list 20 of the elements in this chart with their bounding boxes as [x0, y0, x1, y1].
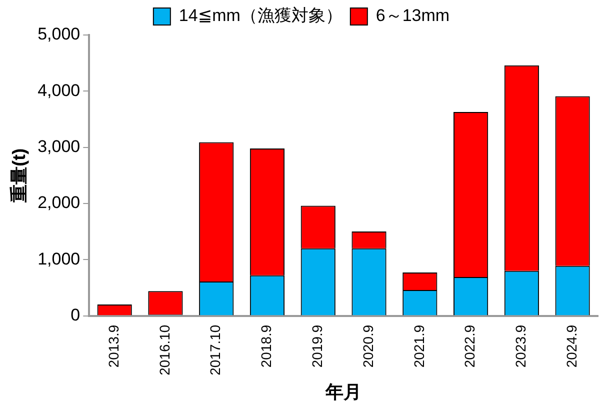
x-tick-label: 2020.9	[360, 324, 376, 368]
legend-label: 14≦mm（漁獲対象）	[178, 6, 342, 26]
y-tick-label: 3,000	[38, 137, 80, 156]
x-tick-label: 2016.10	[156, 324, 172, 376]
x-tick-label: 2022.9	[462, 324, 478, 368]
y-tick-label: 5,000	[38, 24, 80, 44]
x-tick-label: 2013.9	[105, 324, 122, 368]
x-tick-label: 2017.10	[207, 324, 224, 376]
x-tick-label: 2018.9	[258, 324, 274, 368]
x-tick-label: 2024.9	[563, 324, 580, 368]
y-tick-label: 2,000	[38, 193, 80, 212]
x-axis-title: 年月	[324, 382, 362, 402]
y-tick-label: 1,000	[38, 249, 80, 268]
x-tick-label: 2021.9	[410, 324, 427, 368]
x-tick-label: 2019.9	[308, 324, 325, 368]
y-tick-label: 4,000	[38, 80, 80, 100]
legend-label: 6～13mm	[376, 6, 450, 26]
y-axis-title: 重量(t)	[8, 148, 29, 204]
x-tick-label: 2023.9	[512, 324, 529, 368]
y-tick-label: 0	[70, 305, 80, 324]
